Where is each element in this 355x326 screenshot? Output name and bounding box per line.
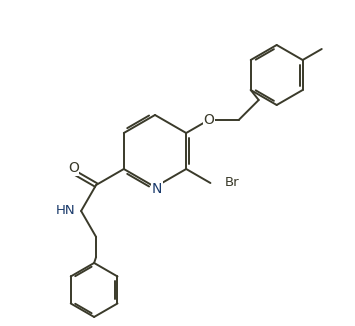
Text: O: O <box>68 161 79 175</box>
Text: HN: HN <box>55 204 75 217</box>
Text: N: N <box>152 182 162 196</box>
Text: O: O <box>203 113 214 127</box>
Text: Br: Br <box>224 176 239 189</box>
